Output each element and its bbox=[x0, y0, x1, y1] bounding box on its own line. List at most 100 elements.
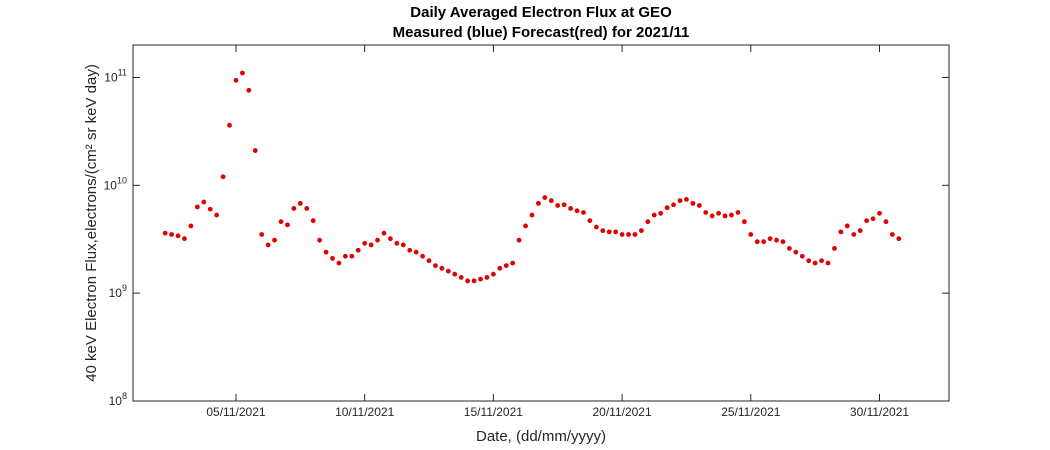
data-point bbox=[317, 237, 323, 243]
data-point bbox=[812, 260, 818, 266]
data-point bbox=[864, 218, 870, 224]
data-point bbox=[265, 242, 271, 248]
data-point bbox=[677, 198, 683, 204]
data-point bbox=[426, 258, 432, 264]
data-point bbox=[272, 237, 277, 243]
data-point bbox=[503, 263, 509, 269]
data-point bbox=[780, 239, 786, 245]
data-point bbox=[182, 236, 187, 242]
data-point bbox=[587, 218, 593, 224]
data-point bbox=[516, 237, 522, 243]
data-point bbox=[716, 210, 722, 216]
data-point bbox=[227, 122, 232, 128]
data-point bbox=[671, 202, 676, 208]
data-point bbox=[896, 236, 902, 242]
data-point bbox=[381, 230, 387, 236]
data-point bbox=[458, 274, 464, 280]
data-point bbox=[735, 210, 741, 215]
data-point bbox=[754, 239, 760, 245]
data-point bbox=[870, 216, 876, 222]
data-point bbox=[246, 87, 252, 93]
data-point bbox=[355, 247, 361, 253]
y-tick-label: 1010 bbox=[104, 175, 127, 192]
data-point bbox=[465, 278, 471, 284]
data-point bbox=[162, 230, 168, 236]
data-point bbox=[722, 213, 728, 219]
data-point bbox=[600, 228, 606, 234]
chart-title: Daily Averaged Electron Flux at GEO bbox=[410, 4, 672, 21]
data-point bbox=[741, 219, 747, 225]
data-point bbox=[278, 219, 284, 225]
data-point bbox=[651, 212, 657, 218]
data-point bbox=[394, 240, 400, 246]
data-point bbox=[684, 197, 689, 202]
data-point bbox=[632, 232, 638, 237]
data-point bbox=[832, 246, 837, 251]
y-tick-label: 109 bbox=[109, 283, 127, 300]
data-point bbox=[233, 77, 239, 83]
data-point bbox=[748, 232, 754, 237]
data-point bbox=[240, 70, 245, 76]
y-axis-label: 40 keV Electron Flux,electrons/(cm² sr k… bbox=[83, 64, 100, 382]
data-point bbox=[645, 219, 651, 225]
data-point bbox=[568, 206, 574, 211]
x-tick-label: 25/11/2021 bbox=[721, 405, 780, 419]
data-point bbox=[799, 253, 805, 259]
data-point bbox=[175, 233, 181, 239]
data-point bbox=[304, 206, 310, 211]
data-point bbox=[696, 203, 702, 208]
data-point bbox=[349, 253, 355, 259]
data-point bbox=[297, 200, 303, 206]
data-point bbox=[478, 276, 483, 282]
data-point bbox=[194, 204, 200, 210]
data-point bbox=[433, 263, 438, 269]
data-point bbox=[548, 198, 554, 204]
data-point bbox=[388, 236, 393, 242]
data-point bbox=[857, 228, 863, 234]
data-point bbox=[658, 210, 664, 216]
x-tick-label: 10/11/2021 bbox=[335, 405, 394, 419]
data-point bbox=[445, 268, 451, 274]
data-point bbox=[729, 212, 734, 218]
data-point bbox=[439, 265, 445, 271]
data-point bbox=[169, 232, 175, 237]
data-point bbox=[452, 271, 458, 277]
data-point bbox=[690, 200, 696, 206]
plot-frame bbox=[132, 44, 950, 402]
data-point bbox=[471, 278, 477, 284]
data-point bbox=[510, 260, 516, 266]
x-axis-label: Date, (dd/mm/yyyy) bbox=[476, 428, 606, 445]
data-point bbox=[787, 246, 792, 251]
data-point bbox=[523, 223, 528, 229]
y-tick-label: 1011 bbox=[104, 67, 127, 84]
data-point bbox=[214, 212, 220, 218]
data-point bbox=[291, 206, 297, 211]
data-point bbox=[201, 199, 207, 205]
data-point bbox=[368, 242, 374, 248]
data-point bbox=[310, 218, 316, 224]
data-point bbox=[413, 249, 419, 255]
data-point bbox=[838, 229, 844, 235]
data-point bbox=[342, 253, 348, 259]
chart-subtitle: Measured (blue) Forecast(red) for 2021/1… bbox=[393, 24, 690, 41]
data-point bbox=[561, 202, 567, 208]
data-point bbox=[877, 210, 882, 216]
data-point bbox=[285, 222, 290, 228]
x-tick-label: 15/11/2021 bbox=[464, 405, 523, 419]
data-point bbox=[761, 239, 767, 245]
data-point bbox=[806, 258, 812, 264]
data-point bbox=[400, 242, 406, 248]
data-point bbox=[883, 219, 889, 225]
data-point bbox=[638, 228, 644, 234]
data-point bbox=[336, 260, 342, 266]
data-point bbox=[825, 260, 831, 266]
data-point bbox=[626, 232, 631, 237]
data-point bbox=[330, 256, 335, 261]
data-point bbox=[207, 206, 213, 212]
data-point bbox=[542, 195, 548, 200]
data-point bbox=[593, 224, 599, 230]
data-point bbox=[574, 208, 580, 214]
data-point bbox=[220, 174, 226, 180]
data-point bbox=[703, 210, 709, 215]
